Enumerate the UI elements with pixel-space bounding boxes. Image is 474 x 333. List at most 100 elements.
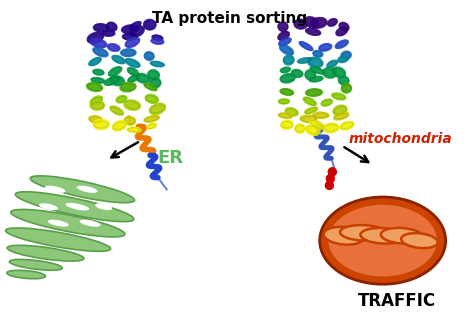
Ellipse shape xyxy=(305,88,323,97)
Ellipse shape xyxy=(109,105,124,116)
Ellipse shape xyxy=(120,48,137,57)
Ellipse shape xyxy=(280,67,291,73)
Ellipse shape xyxy=(127,67,139,76)
Ellipse shape xyxy=(144,51,155,61)
Ellipse shape xyxy=(151,34,164,41)
Ellipse shape xyxy=(278,98,290,105)
Ellipse shape xyxy=(88,57,102,66)
Ellipse shape xyxy=(323,122,339,134)
Ellipse shape xyxy=(279,88,294,96)
Text: TA protein sorting: TA protein sorting xyxy=(152,11,307,26)
Ellipse shape xyxy=(328,205,437,276)
Ellipse shape xyxy=(319,197,446,284)
Ellipse shape xyxy=(312,50,323,58)
Ellipse shape xyxy=(310,17,328,29)
Ellipse shape xyxy=(9,259,62,270)
Ellipse shape xyxy=(333,112,349,121)
Ellipse shape xyxy=(335,27,348,36)
Ellipse shape xyxy=(149,103,166,115)
Ellipse shape xyxy=(332,105,347,116)
Circle shape xyxy=(327,175,334,182)
Ellipse shape xyxy=(294,123,306,134)
Ellipse shape xyxy=(90,95,103,106)
Ellipse shape xyxy=(322,67,337,79)
Circle shape xyxy=(328,168,336,176)
Ellipse shape xyxy=(135,73,150,84)
Ellipse shape xyxy=(340,225,386,241)
Ellipse shape xyxy=(331,66,346,78)
Ellipse shape xyxy=(95,203,112,210)
Ellipse shape xyxy=(92,119,110,130)
Ellipse shape xyxy=(143,19,157,31)
Ellipse shape xyxy=(111,55,126,64)
Ellipse shape xyxy=(122,32,137,41)
Ellipse shape xyxy=(107,43,121,52)
Ellipse shape xyxy=(90,38,108,49)
Ellipse shape xyxy=(112,120,127,132)
Ellipse shape xyxy=(302,97,317,106)
Ellipse shape xyxy=(129,25,145,38)
Ellipse shape xyxy=(119,82,137,93)
Ellipse shape xyxy=(318,43,332,52)
Text: ER: ER xyxy=(157,149,183,167)
Ellipse shape xyxy=(300,115,318,123)
Ellipse shape xyxy=(116,95,128,104)
Ellipse shape xyxy=(320,98,333,107)
Ellipse shape xyxy=(149,77,162,89)
Ellipse shape xyxy=(39,203,58,210)
Ellipse shape xyxy=(87,32,104,44)
Ellipse shape xyxy=(304,107,319,114)
Ellipse shape xyxy=(92,47,109,58)
Ellipse shape xyxy=(277,21,289,32)
Ellipse shape xyxy=(283,54,295,66)
Ellipse shape xyxy=(280,120,294,130)
Ellipse shape xyxy=(103,76,121,86)
Ellipse shape xyxy=(291,69,304,78)
Ellipse shape xyxy=(307,57,324,69)
Ellipse shape xyxy=(338,22,350,32)
Ellipse shape xyxy=(90,100,105,111)
Ellipse shape xyxy=(305,28,321,36)
Ellipse shape xyxy=(340,51,352,60)
Ellipse shape xyxy=(11,209,125,237)
Ellipse shape xyxy=(146,123,157,130)
Ellipse shape xyxy=(337,75,350,86)
Ellipse shape xyxy=(88,115,103,124)
Ellipse shape xyxy=(337,55,349,63)
Ellipse shape xyxy=(304,69,317,81)
Ellipse shape xyxy=(381,228,423,244)
Ellipse shape xyxy=(339,121,355,131)
Ellipse shape xyxy=(145,94,159,104)
Ellipse shape xyxy=(278,112,293,119)
Ellipse shape xyxy=(149,61,165,68)
Ellipse shape xyxy=(279,73,296,84)
Ellipse shape xyxy=(279,44,294,56)
Ellipse shape xyxy=(278,37,292,46)
Ellipse shape xyxy=(129,21,142,30)
Ellipse shape xyxy=(312,112,330,119)
Ellipse shape xyxy=(15,192,134,222)
Text: mitochondria: mitochondria xyxy=(349,132,453,146)
Ellipse shape xyxy=(305,124,321,136)
Ellipse shape xyxy=(93,23,109,33)
Ellipse shape xyxy=(127,74,140,83)
Ellipse shape xyxy=(6,228,110,251)
Ellipse shape xyxy=(297,57,313,64)
Ellipse shape xyxy=(309,120,325,130)
Ellipse shape xyxy=(121,24,139,34)
Text: TRAFFIC: TRAFFIC xyxy=(358,292,436,310)
Ellipse shape xyxy=(327,18,338,27)
Circle shape xyxy=(326,181,333,189)
Ellipse shape xyxy=(125,37,140,48)
Ellipse shape xyxy=(123,99,141,111)
Ellipse shape xyxy=(326,60,338,68)
Ellipse shape xyxy=(108,66,123,77)
Ellipse shape xyxy=(341,83,352,94)
Ellipse shape xyxy=(284,107,299,117)
Ellipse shape xyxy=(45,186,66,193)
Ellipse shape xyxy=(65,203,90,210)
Ellipse shape xyxy=(101,30,116,37)
Ellipse shape xyxy=(293,19,308,30)
Ellipse shape xyxy=(335,39,349,49)
Ellipse shape xyxy=(150,38,164,45)
